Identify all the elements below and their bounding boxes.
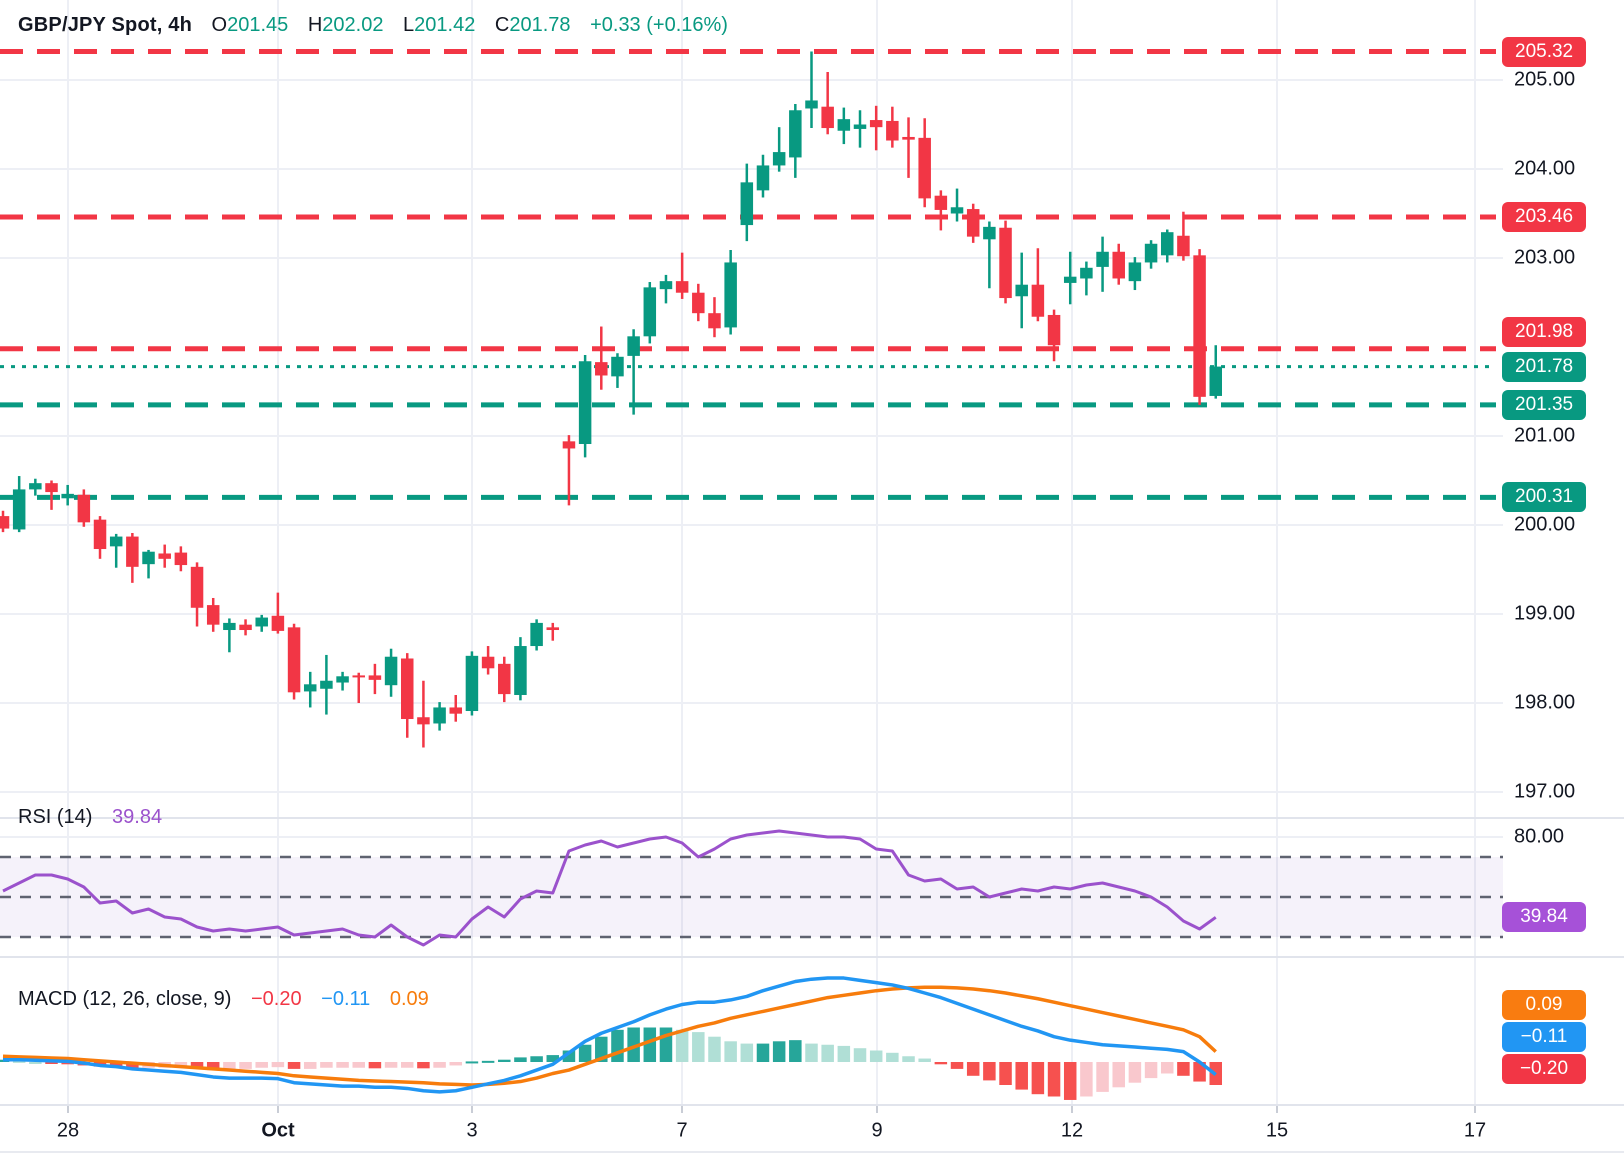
rsi-band: [0, 855, 1503, 939]
price-axis-label: 197.00: [1514, 780, 1576, 803]
symbol-title: GBP/JPY Spot, 4h: [18, 14, 192, 36]
price-axis-label: 204.00: [1514, 157, 1576, 180]
time-axis-label: Oct: [261, 1119, 295, 1142]
macd-value-badge: 0.09: [1502, 990, 1586, 1020]
change-value: +0.33 (+0.16%): [590, 14, 728, 36]
rsi-legend: RSI (14) 39.84: [18, 806, 162, 829]
candlestick-series: [0, 51, 1222, 748]
macd-value-badge: −0.20: [1502, 1054, 1586, 1084]
macd-line-value: −0.11: [321, 988, 371, 1010]
price-level-badge: 201.35: [1502, 389, 1587, 420]
rsi-line: [2, 829, 1217, 947]
macd-title: MACD (12, 26, close, 9): [18, 988, 232, 1010]
close-label: C: [494, 14, 510, 36]
time-axis-label: 7: [676, 1119, 688, 1142]
price-axis-label: 200.00: [1514, 513, 1576, 536]
open-label: O: [211, 14, 228, 36]
pane-separators: [0, 817, 1624, 1153]
time-axis-label: 17: [1463, 1119, 1487, 1142]
symbol-legend: GBP/JPY Spot, 4h O201.45 H202.02 L201.42…: [18, 14, 728, 37]
vertical-gridlines: [67, 0, 1476, 1113]
time-axis-label: 3: [466, 1119, 478, 1142]
time-axis-label: 9: [871, 1119, 883, 1142]
macd-lines: [2, 976, 1217, 1094]
macd-signal-value: 0.09: [389, 988, 429, 1010]
price-level-badge: 205.32: [1502, 36, 1587, 67]
horizontal-gridlines: [0, 79, 1503, 838]
time-axis-label: 15: [1265, 1119, 1289, 1142]
macd-legend: MACD (12, 26, close, 9) −0.20 −0.11 0.09: [18, 988, 429, 1011]
price-axis-label: 198.00: [1514, 691, 1576, 714]
time-axis-label: 12: [1060, 1119, 1084, 1142]
rsi-value-badge: 39.84: [1502, 902, 1586, 933]
high-value: 202.02: [322, 14, 384, 36]
price-level-lines: [0, 49, 1496, 500]
low-value: 201.42: [414, 14, 476, 36]
price-level-badge: 200.31: [1502, 482, 1587, 513]
rsi-axis-label: 80.00: [1514, 825, 1565, 848]
macd-value-badge: −0.11: [1502, 1022, 1586, 1052]
price-axis-label: 205.00: [1514, 68, 1576, 91]
open-value: 201.45: [227, 14, 289, 36]
low-label: L: [403, 14, 415, 36]
price-level-badge: 203.46: [1502, 202, 1587, 233]
price-level-badge: 201.78: [1502, 351, 1587, 382]
price-axis-label: 199.00: [1514, 602, 1576, 625]
price-axis-label: 203.00: [1514, 246, 1576, 269]
time-axis-label: 28: [56, 1119, 80, 1142]
price-axis-label: 201.00: [1514, 424, 1576, 447]
high-label: H: [307, 14, 323, 36]
rsi-title: RSI (14): [18, 806, 93, 828]
price-level-badge: 201.98: [1502, 316, 1587, 347]
rsi-value: 39.84: [112, 806, 163, 828]
macd-histogram: [0, 1027, 1222, 1100]
macd-hist-value: −0.20: [250, 988, 302, 1010]
close-value: 201.78: [509, 14, 571, 36]
